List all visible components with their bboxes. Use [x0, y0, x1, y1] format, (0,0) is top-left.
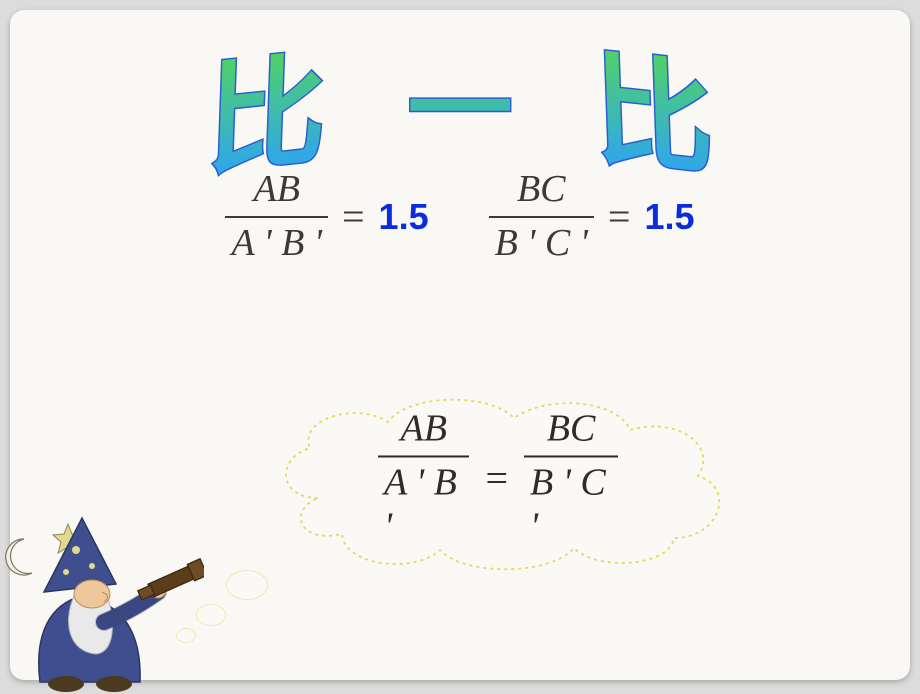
equation-ab: AB A ' B ' = 1.5: [225, 168, 428, 265]
fraction-bc: BC B ' C ': [489, 168, 594, 265]
denominator: A ' B ': [225, 222, 328, 266]
numerator: BC: [541, 408, 602, 452]
fraction-ab: AB A ' B ': [225, 168, 328, 265]
equation-bc: BC B ' C ' = 1.5: [489, 168, 695, 265]
fraction-ab: AB A ' B ': [378, 408, 469, 549]
telescope-icon: [136, 559, 204, 604]
conclusion-equation: AB A ' B ' = BC B ' C ': [378, 408, 618, 549]
numerator: AB: [248, 168, 306, 212]
title-char: 一: [407, 52, 512, 169]
fraction-bar: [524, 455, 618, 457]
thought-cloud: AB A ' B ' = BC B ' C ': [258, 388, 738, 576]
denominator: B ' C ': [524, 461, 618, 548]
equals-sign: =: [485, 455, 508, 502]
equation-row: AB A ' B ' = 1.5 BC B ' C ' = 1.5: [10, 168, 910, 265]
fraction-bar: [489, 216, 594, 218]
equals-sign: =: [342, 193, 365, 240]
ratio-value: 1.5: [644, 196, 694, 238]
numerator: BC: [511, 168, 572, 212]
fraction-bc: BC B ' C ': [524, 408, 618, 549]
denominator: B ' C ': [489, 222, 594, 266]
slide-canvas: 比一比 AB A ' B ' = 1.5 BC B ' C ' = 1.5: [10, 10, 910, 680]
moon-icon: [6, 539, 32, 575]
equals-sign: =: [608, 193, 631, 240]
denominator: A ' B ': [378, 461, 469, 548]
wizard-illustration: [4, 484, 204, 694]
fraction-bar: [225, 216, 328, 218]
thought-bubble: [226, 570, 268, 600]
ratio-value: 1.5: [379, 196, 429, 238]
fraction-bar: [378, 455, 469, 457]
wizard-hat: [44, 518, 116, 592]
numerator: AB: [395, 408, 453, 452]
